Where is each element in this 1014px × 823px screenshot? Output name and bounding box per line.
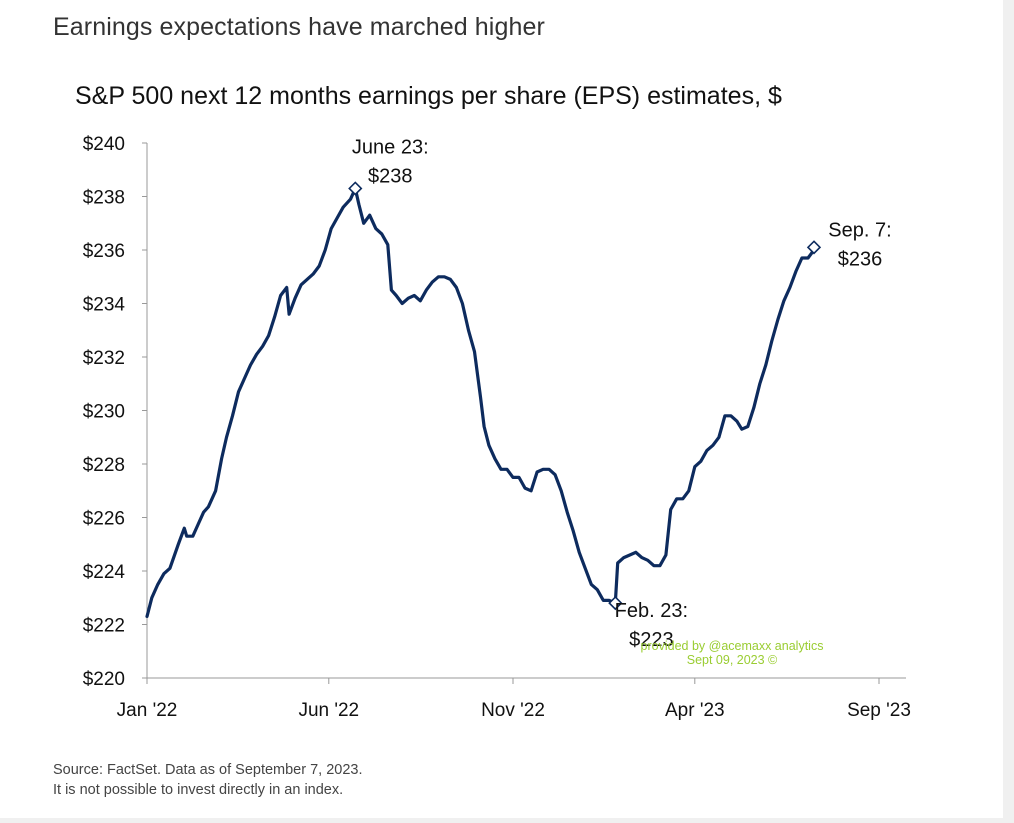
watermark-line-2: Sept 09, 2023 ©	[686, 653, 778, 667]
y-tick-label: $240	[83, 134, 125, 155]
y-tick-label: $236	[83, 241, 125, 262]
source-note: Source: FactSet. Data as of September 7,…	[53, 760, 363, 800]
annotation-label-date: Sep. 7:	[828, 219, 891, 241]
annotation-label-value: $238	[368, 165, 413, 187]
chart-annotations: June 23: $238 Feb. 23: $223 Sep. 7: $236	[348, 136, 892, 651]
y-tick-label: $220	[83, 669, 125, 690]
source-line: Source: FactSet. Data as of September 7,…	[53, 762, 363, 778]
x-tick-label: Jun '22	[298, 700, 359, 721]
y-tick-label: $224	[83, 562, 126, 583]
annotation-marker	[608, 595, 623, 611]
disclaimer-line: It is not possible to invest directly in…	[53, 782, 344, 798]
annotation-marker	[348, 181, 363, 196]
watermark-line-1: provided by @acemaxx analytics	[640, 639, 824, 653]
y-tick-label: $228	[83, 455, 125, 476]
chart-series	[145, 186, 816, 619]
y-tick-label: $232	[83, 348, 125, 369]
annotation-label-date: Feb. 23:	[615, 600, 688, 622]
x-tick-label: Apr '23	[665, 700, 725, 721]
page-headline: Earnings expectations have marched highe…	[53, 13, 545, 41]
y-tick-label: $226	[83, 509, 125, 530]
annotation-marker	[806, 240, 822, 255]
x-tick-label: Sep '23	[847, 700, 911, 721]
annotation-label-value: $236	[838, 248, 883, 270]
eps-series-line	[145, 186, 816, 619]
eps-line-chart: $220 $222 $224 $226 $228 $230 $232 $234 $236 $238…	[83, 134, 911, 721]
y-tick-label: $222	[83, 616, 125, 637]
y-tick-label: $238	[83, 188, 125, 209]
chart-title: S&P 500 next 12 months earnings per shar…	[75, 82, 782, 110]
chart-axes: $220 $222 $224 $226 $228 $230 $232 $234 $236 $238…	[83, 134, 911, 721]
x-tick-label: Nov '22	[481, 700, 545, 721]
y-tick-label: $230	[83, 402, 125, 423]
x-tick-label: Jan '22	[117, 700, 178, 721]
watermark: provided by @acemaxx analytics Sept 09, …	[612, 639, 852, 667]
annotation-label-date: June 23:	[352, 136, 429, 158]
y-tick-label: $234	[83, 295, 126, 316]
annotation-label-value: $223	[629, 629, 674, 651]
